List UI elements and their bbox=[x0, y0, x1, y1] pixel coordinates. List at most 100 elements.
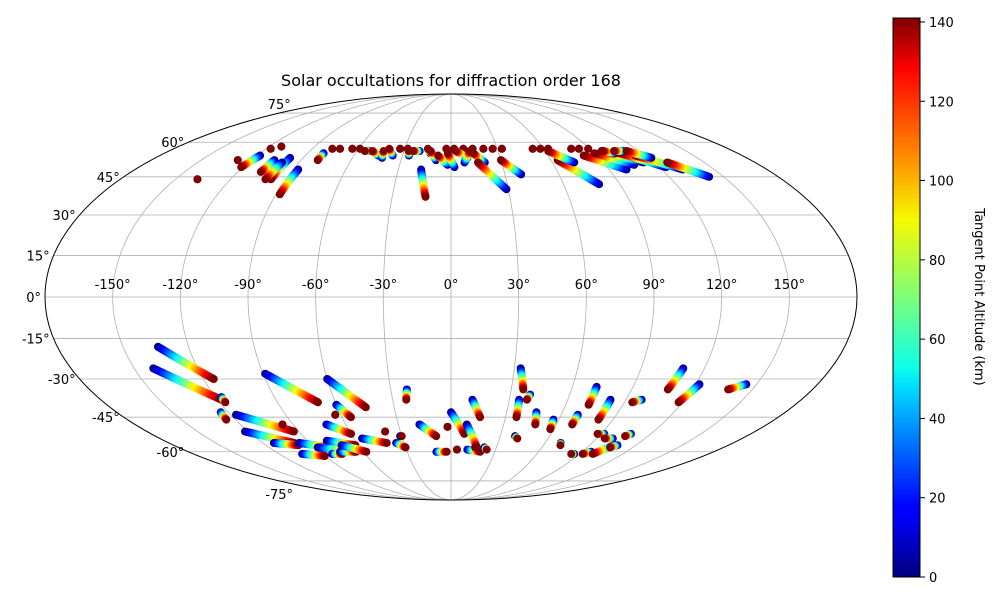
track-point bbox=[579, 151, 588, 160]
occultation-track bbox=[512, 395, 524, 422]
track-point bbox=[621, 432, 630, 441]
occultation-track bbox=[434, 151, 452, 169]
occultation-track bbox=[553, 156, 604, 189]
occultation-track bbox=[232, 410, 298, 436]
latitude-tick-label: -60° bbox=[157, 446, 185, 461]
occultation-track bbox=[392, 438, 410, 452]
track-point bbox=[663, 158, 672, 167]
occultation-track bbox=[415, 420, 441, 441]
track-point bbox=[600, 434, 609, 443]
colorbar-ticks: 0 20 40 60 80 100 120 140 bbox=[920, 16, 954, 586]
occultation-track bbox=[322, 420, 356, 438]
latitude-tick-label: 45° bbox=[97, 171, 120, 186]
track-point bbox=[474, 158, 483, 167]
longitude-gridline bbox=[450, 94, 790, 500]
occultation-track bbox=[277, 142, 286, 151]
track-point bbox=[401, 443, 410, 452]
occultation-track bbox=[621, 429, 635, 441]
track-point bbox=[556, 441, 565, 450]
colorbar-tick-label: 0 bbox=[929, 571, 937, 586]
colorbar-tick-label: 60 bbox=[929, 333, 946, 348]
occultation-track bbox=[663, 158, 714, 181]
colorbar-tick-label: 40 bbox=[929, 412, 946, 427]
occultation-track bbox=[261, 369, 322, 407]
occultation-track bbox=[468, 395, 485, 422]
track-point bbox=[396, 144, 405, 153]
track-point bbox=[622, 147, 631, 156]
track-point bbox=[724, 385, 733, 394]
occultation-track bbox=[544, 147, 579, 167]
longitude-tick-label: -90° bbox=[234, 278, 262, 293]
map-grid bbox=[45, 94, 857, 500]
colorbar-gradient bbox=[892, 17, 921, 578]
track-point bbox=[434, 151, 443, 160]
longitude-tick-label: -120° bbox=[162, 278, 198, 293]
occultation-track bbox=[452, 445, 461, 454]
longitude-gridline bbox=[112, 94, 452, 500]
track-point bbox=[479, 144, 488, 153]
occultation-track bbox=[516, 364, 528, 394]
occultation-track bbox=[266, 144, 275, 153]
occultation-track bbox=[724, 380, 751, 394]
occultation-track bbox=[275, 165, 303, 199]
track-point bbox=[628, 398, 637, 407]
track-point bbox=[368, 147, 377, 156]
colorbar-tick-label: 80 bbox=[929, 254, 946, 269]
occultation-track bbox=[522, 390, 535, 404]
occultation-track bbox=[396, 144, 405, 153]
occultation-track bbox=[328, 144, 337, 153]
chart-title: Solar occultations for diffraction order… bbox=[281, 71, 621, 90]
occultation-track bbox=[217, 393, 230, 407]
occultation-tracks bbox=[149, 142, 751, 461]
track-point bbox=[222, 415, 231, 424]
occultation-track bbox=[496, 156, 526, 179]
track-point bbox=[513, 434, 522, 443]
occultation-track bbox=[567, 449, 579, 458]
latitude-tick-label: -45° bbox=[92, 411, 120, 426]
longitude-tick-labels: -150° -120° -90° -60° -30° 0° 30° 60° 90° 120° 150… bbox=[95, 278, 805, 293]
longitude-tick-label: -30° bbox=[369, 278, 397, 293]
track-point bbox=[320, 452, 329, 461]
track-point bbox=[421, 192, 430, 201]
occultation-track bbox=[336, 144, 345, 153]
track-point bbox=[544, 147, 553, 156]
occultation-track bbox=[568, 410, 582, 429]
longitude-tick-label: 30° bbox=[507, 278, 530, 293]
track-point bbox=[476, 413, 485, 422]
occultation-track bbox=[511, 432, 522, 443]
track-point bbox=[519, 385, 528, 394]
map-boundary bbox=[44, 93, 858, 501]
track-point bbox=[313, 156, 322, 165]
track-point bbox=[531, 420, 540, 429]
track-point bbox=[443, 422, 452, 431]
longitude-gridline bbox=[382, 94, 452, 500]
longitude-tick-label: 0° bbox=[444, 278, 459, 293]
occultation-track bbox=[469, 149, 489, 167]
track-point bbox=[588, 449, 597, 458]
track-point bbox=[590, 149, 599, 158]
track-point bbox=[567, 449, 576, 458]
longitude-gridline bbox=[450, 94, 723, 500]
track-point bbox=[361, 403, 370, 412]
occultation-track bbox=[278, 420, 287, 429]
occultation-track bbox=[378, 147, 388, 162]
track-point bbox=[426, 147, 435, 156]
track-point bbox=[331, 410, 340, 419]
occultation-track bbox=[331, 410, 340, 419]
colorbar-label: Tangent Point Altitude (km) bbox=[971, 207, 986, 385]
latitude-tick-label: 75° bbox=[268, 98, 291, 113]
latitude-tick-label: 0° bbox=[26, 291, 41, 306]
occultation-track bbox=[233, 156, 242, 165]
track-point bbox=[313, 398, 322, 407]
occultation-track bbox=[556, 438, 565, 450]
longitude-gridline bbox=[450, 94, 587, 500]
colorbar-tick-label: 120 bbox=[929, 95, 954, 110]
track-point bbox=[432, 432, 441, 441]
track-point bbox=[593, 429, 602, 438]
occultation-track bbox=[574, 144, 583, 153]
occultation-track bbox=[216, 408, 231, 424]
occultation-track bbox=[663, 364, 688, 394]
occultation-track bbox=[474, 158, 511, 194]
track-point bbox=[278, 420, 287, 429]
occultation-track bbox=[443, 149, 459, 172]
